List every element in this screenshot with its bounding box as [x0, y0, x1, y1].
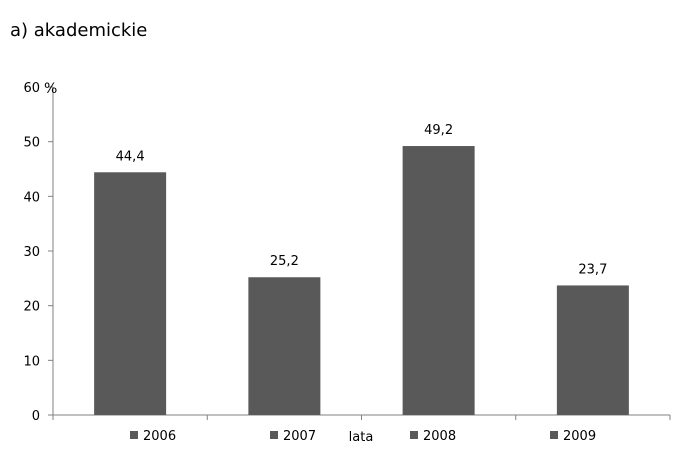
y-tick-label: 50 [23, 136, 40, 151]
bar-2006 [94, 172, 167, 415]
data-label-2009: 23,7 [578, 262, 607, 277]
data-label-2007: 25,2 [270, 254, 299, 269]
data-label-2008: 49,2 [424, 123, 453, 138]
legend-label-2006: 2006 [143, 429, 176, 444]
legend-label-2007: 2007 [283, 429, 316, 444]
chart-title: a) akademickie [10, 20, 148, 41]
y-tick-label: 0 [32, 409, 40, 424]
legend-swatch-2007 [270, 431, 278, 439]
y-axis-unit-label: % [44, 81, 57, 97]
legend-label-2008: 2008 [423, 429, 456, 444]
data-labels-group: 44,4 25,2 49,2 23,7 [116, 123, 608, 277]
x-axis-title: lata [349, 430, 374, 445]
legend: 2006 2007 2008 2009 lata [130, 429, 596, 445]
y-tick-label: 60 [23, 81, 40, 96]
y-tick-label: 40 [23, 190, 40, 205]
bar-2008 [402, 146, 475, 416]
legend-swatch-2006 [130, 431, 138, 439]
y-tick-label: 10 [23, 354, 40, 369]
x-axis [52, 414, 671, 420]
legend-swatch-2009 [550, 431, 558, 439]
legend-label-2009: 2009 [563, 429, 596, 444]
bar-2009 [556, 285, 629, 415]
y-axis: 0 10 20 30 40 50 60% [23, 81, 57, 424]
data-label-2006: 44,4 [116, 149, 145, 164]
y-tick-label: 30 [23, 245, 40, 260]
legend-swatch-2008 [410, 431, 418, 439]
bars-group [94, 146, 629, 416]
y-tick-label: 20 [23, 300, 40, 315]
bar-2007 [248, 277, 321, 415]
